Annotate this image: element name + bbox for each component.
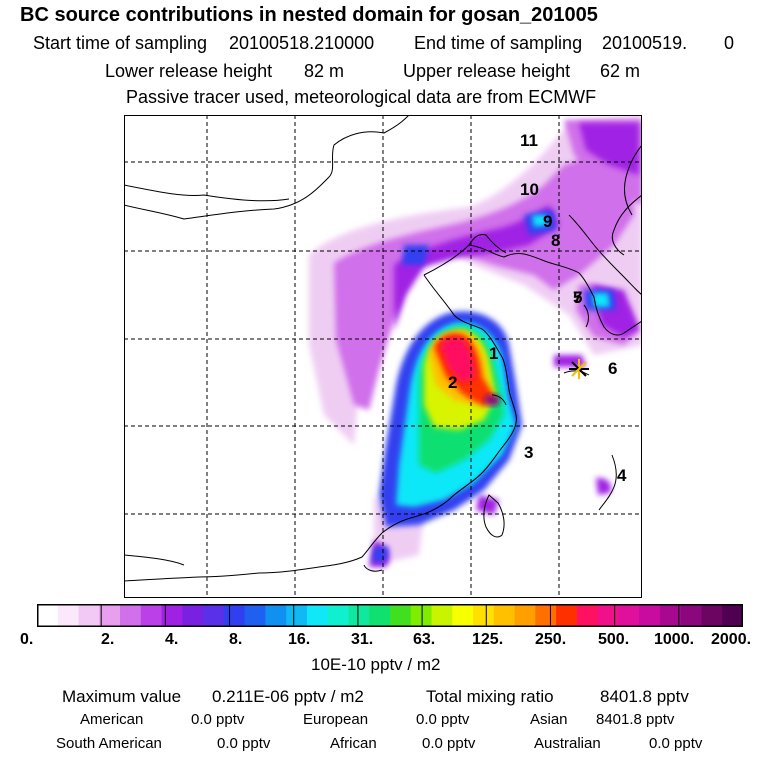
end-time-value-2: 0 [724,33,735,53]
colorbar-swatch [680,604,703,627]
tracer-note: Passive tracer used, meteorological data… [126,87,597,107]
lower-release-value: 82 m [304,61,345,81]
colorbar-tick-label: 8. [229,631,243,648]
region-name: Asian [530,711,568,728]
colorbar-unit: 10E-10 pptv / m2 [311,655,441,674]
colorbar-swatch [327,604,350,627]
region-value: 0.0 pptv [422,735,476,752]
colorbar-swatch [348,604,370,627]
colorbar-swatch [410,604,433,627]
colorbar-swatch [99,604,121,627]
colorbar-swatch [722,604,743,627]
total-mixing-label: Total mixing ratio [426,687,554,706]
region-label-2: 2 [448,373,457,392]
colorbar [37,604,743,627]
colorbar-swatch [120,604,142,627]
colorbar-swatch [182,604,204,627]
region-value: 8401.8 pptv [596,711,675,728]
colorbar-swatch [161,604,183,627]
plot-title: BC source contributions in nested domain… [20,4,598,26]
colorbar-tick-label: 31. [351,631,374,648]
concentration-map: 1 2 3 4 5 6 7 8 9 10 11 [124,115,642,598]
region-label-3: 3 [524,443,533,462]
colorbar-tick-label: 63. [413,631,436,648]
upper-release-label: Upper release height [403,61,571,81]
region-label-11: 11 [520,131,538,150]
start-time-label: Start time of sampling [33,33,208,53]
region-value: 0.0 pptv [649,735,703,752]
region-value: 0.0 pptv [416,711,470,728]
colorbar-swatch [369,604,391,627]
region-label-10: 10 [520,180,539,199]
colorbar-swatch [37,604,59,627]
start-time-value: 20100518.210000 [229,33,375,53]
region-name: European [303,711,369,728]
region-label-1: 1 [489,344,498,363]
lat-lon-grid [124,115,642,598]
colorbar-swatch [473,604,495,627]
region-label-5: 5 [573,288,582,307]
colorbar-swatch [306,604,329,627]
max-value: 0.211E-06 pptv / m2 [212,687,364,706]
colorbar-swatch [493,604,516,627]
colorbar-swatch [701,604,723,627]
colorbar-swatch [597,604,620,627]
colorbar-swatch [535,604,557,627]
colorbar-swatch [57,604,80,627]
colorbar-tick-label: 4. [165,631,179,648]
lower-release-label: Lower release height [105,61,273,81]
region-name: South American [56,735,162,752]
region-name: African [330,735,377,752]
colorbar-tick-label: 500. [598,631,630,648]
region-name: American [80,711,144,728]
coastline [124,115,642,582]
end-time-label: End time of sampling [414,33,583,53]
map-frame [124,115,642,598]
colorbar-tick-label: 0. [20,631,34,648]
colorbar-swatch [576,604,599,627]
colorbar-swatch [244,604,267,627]
colorbar-swatch [556,604,578,627]
region-name: Australian [534,735,601,752]
region-label-9: 9 [543,212,552,231]
colorbar-tick-label: 2000. [711,631,752,648]
colorbar-tick-label: 2. [101,631,115,648]
upper-release-value: 62 m [600,61,641,81]
colorbar-swatch [203,604,225,627]
max-value-label: Maximum value [62,687,182,706]
colorbar-swatch [639,604,661,627]
region-label-8: 8 [551,231,560,250]
colorbar-swatch [390,604,412,627]
colorbar-swatch [514,604,536,627]
colorbar-swatch [431,604,453,627]
colorbar-swatch [452,604,474,627]
colorbar-tick-label: 16. [288,631,311,648]
colorbar-swatch [223,604,246,627]
colorbar-swatch [659,604,682,627]
end-time-value: 20100519. [602,33,688,53]
colorbar-swatch [265,604,287,627]
colorbar-tick-label: 250. [535,631,567,648]
colorbar-swatch [140,604,163,627]
star-icon [569,359,589,379]
region-label-4: 4 [617,466,627,485]
region-label-7: 7 [573,288,582,307]
colorbar-swatch [618,604,640,627]
colorbar-swatch [78,604,100,627]
colorbar-swatch [286,604,308,627]
region-label-6: 6 [608,359,617,378]
region-value: 0.0 pptv [217,735,271,752]
colorbar-tick-label: 125. [472,631,504,648]
colorbar-tick-label: 1000. [654,631,695,648]
total-mixing-value: 8401.8 pptv [600,687,689,706]
region-value: 0.0 pptv [191,711,245,728]
